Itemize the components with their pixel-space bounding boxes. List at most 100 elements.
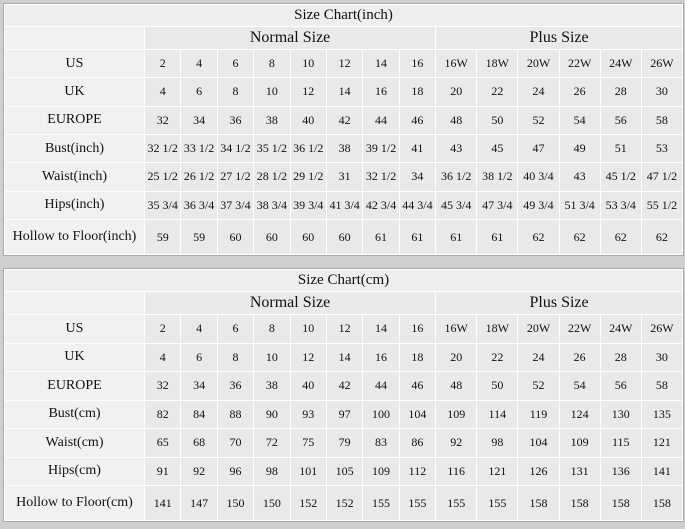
table-cell: 48 [435,371,478,401]
table-cell: 30 [640,77,684,107]
table-cell: 46 [398,105,437,135]
table-cell: 44 [362,105,400,135]
table-cell: 131 [558,456,601,486]
table-cell: 62 [517,219,560,255]
table-cell: 35 3/4 [143,190,182,221]
table-cell: 52 [517,371,560,401]
row-label: US [4,48,145,79]
group-plus-size: Plus Size [435,26,683,50]
table-row: Hips(cm) 91 92 96 98 101 105 109 112 116 121 126 131… [4,456,684,486]
table-row: Waist(cm) 65 68 70 72 75 79 83 86 92 98 104 109 115 12… [4,428,684,458]
row-label: UK [4,77,145,107]
table-cell: 51 3/4 [558,190,601,221]
table-cell: 20W [517,48,560,79]
row-label: Bust(inch) [4,133,145,164]
table-cell: 22 [476,342,519,372]
table-cell: 49 [558,133,601,164]
table-cell: 14 [325,342,364,372]
table-cell: 12 [325,48,364,79]
table-cell: 36 [216,105,255,135]
table-cell: 53 3/4 [599,190,642,221]
table-cell: 155 [362,485,400,521]
table-cell: 60 [289,219,327,255]
table-cell: 158 [558,485,601,521]
table-cell: 35 1/2 [253,133,291,164]
table-cell: 45 3/4 [435,190,478,221]
table-row: EUROPE 32 34 36 38 40 42 44 46 48 50 52 54 56 58 [4,105,684,135]
table-cell: 112 [398,456,437,486]
table-cell: 6 [180,342,218,372]
table-cell: 14 [362,314,400,344]
table-cell: 82 [143,399,182,429]
table-cell: 42 [325,105,364,135]
table-cell: 28 [599,342,642,372]
table-cell: 55 1/2 [640,190,684,221]
table-cell: 53 [640,133,684,164]
table-cell: 32 1/2 [143,133,182,164]
table-cell: 41 [398,133,437,164]
table-cell: 158 [517,485,560,521]
table-cell: 39 3/4 [289,190,327,221]
table-cell: 150 [253,485,291,521]
table-cell: 61 [476,219,519,255]
table-cell: 96 [216,456,255,486]
table-cell: 34 [180,371,218,401]
row-label: US [4,314,145,344]
table-cell: 61 [435,219,478,255]
table-cell: 152 [325,485,364,521]
table-cell: 32 1/2 [362,162,400,192]
table-cell: 92 [435,428,478,458]
table-cell: 8 [216,342,255,372]
table-cell: 4 [143,77,182,107]
table-cell: 16W [435,314,478,344]
table-row: Hollow to Floor(inch) 59 59 60 60 60 60 61 61 61 6… [4,219,684,255]
size-table: Size Chart(cm) Normal Size Plus Size US 2 4 6 8… [4,269,684,521]
table-cell: 20 [435,342,478,372]
table-cell: 36 1/2 [289,133,327,164]
row-label: Waist(inch) [4,162,145,192]
table-cell: 8 [253,48,291,79]
table-row: Waist(inch) 25 1/2 26 1/2 27 1/2 28 1/2 29 1/… [4,162,684,192]
table-cell: 109 [558,428,601,458]
table-cell: 40 [289,371,327,401]
table-cell: 101 [289,456,327,486]
table-cell: 2 [143,314,182,344]
row-label: Waist(cm) [4,428,145,458]
table-cell: 34 [180,105,218,135]
group-normal-size: Normal Size [143,26,437,50]
table-cell: 105 [325,456,364,486]
table-cell: 70 [216,428,255,458]
size-chart-cm: Size Chart(cm) Normal Size Plus Size US 2 4 6 8… [3,268,684,522]
table-cell: 14 [325,77,364,107]
table-cell: 6 [216,314,255,344]
table-cell: 42 [325,371,364,401]
table-cell: 155 [398,485,437,521]
table-cell: 51 [599,133,642,164]
row-label: Hollow to Floor(cm) [4,485,145,521]
table-cell: 28 1/2 [253,162,291,192]
table-cell: 16 [398,48,437,79]
table-cell: 30 [640,342,684,372]
table-cell: 58 [640,371,684,401]
table-cell: 48 [435,105,478,135]
table-cell: 62 [558,219,601,255]
table-cell: 39 1/2 [362,133,400,164]
table-row: Hollow to Floor(cm) 141 147 150 150 152 152 155… [4,485,684,521]
table-cell: 38 3/4 [253,190,291,221]
size-chart-inch: Size Chart(inch) Normal Size Plus Size US 2 4… [3,3,684,256]
table-cell: 47 [517,133,560,164]
table-cell: 34 1/2 [216,133,255,164]
table-row: US 2 4 6 8 10 12 14 16 16W 18W 20W 22W 24W 26W [4,314,684,344]
table-cell: 47 3/4 [476,190,519,221]
table-cell: 50 [476,105,519,135]
table-cell: 60 [253,219,291,255]
table-cell: 24 [517,77,560,107]
table-cell: 22W [558,314,601,344]
table-cell: 109 [435,399,478,429]
row-label: EUROPE [4,371,145,401]
table-cell: 59 [180,219,218,255]
table-cell: 45 1/2 [599,162,642,192]
table-cell: 36 1/2 [435,162,478,192]
table-cell: 36 3/4 [180,190,218,221]
table-cell: 98 [476,428,519,458]
